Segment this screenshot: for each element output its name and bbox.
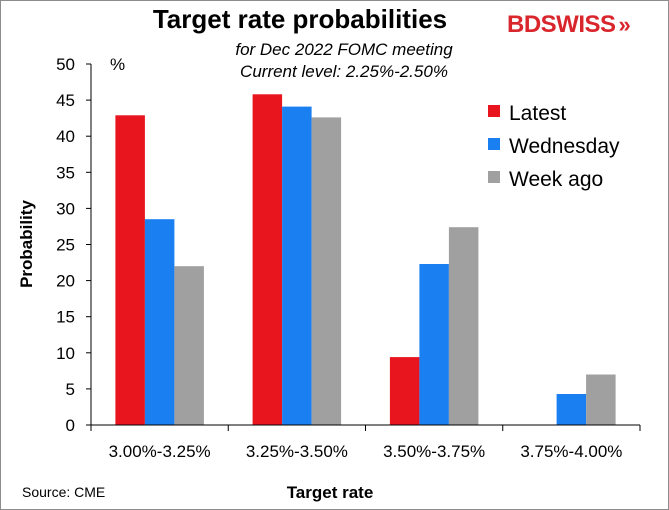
y-tick-label: 0 — [66, 416, 75, 435]
chart-subtitle-current-level: Current level: 2.25%-2.50% — [240, 62, 448, 81]
brand-logo: BDSWISS» — [507, 11, 631, 39]
bars-layer — [115, 94, 616, 426]
bar-week-ago-4 — [586, 374, 616, 425]
x-tick-label: 3.50%-3.75% — [383, 442, 485, 461]
y-tick-label: 50 — [56, 55, 75, 74]
y-axis-title: Probability — [17, 200, 36, 288]
legend-swatch-week-ago — [488, 171, 500, 183]
y-tick-label: 25 — [56, 236, 75, 255]
y-tick-label: 40 — [56, 127, 75, 146]
legend-label-latest: Latest — [509, 102, 566, 125]
bar-latest-3 — [389, 357, 420, 425]
y-axis: 0 5 10 15 20 25 30 35 40 45 50 — [56, 55, 92, 435]
x-tick-label: 3.75%-4.00% — [520, 442, 622, 461]
brand-logo-text: BDSWISS — [507, 11, 616, 38]
y-tick-label: 35 — [56, 163, 75, 182]
legend-label-wednesday: Wednesday — [509, 135, 620, 158]
chart-subtitle-meeting: for Dec 2022 FOMC meeting — [235, 40, 453, 59]
x-axis-title: Target rate — [287, 483, 374, 502]
chart-title: Target rate probabilities — [152, 4, 448, 34]
bar-wednesday-3 — [419, 264, 449, 425]
y-tick-label: 30 — [56, 199, 75, 218]
legend-swatch-wednesday — [488, 138, 500, 150]
x-tick-label: 3.00%-3.25% — [109, 442, 211, 461]
y-tick-label: 10 — [56, 344, 75, 363]
y-tick-label: 5 — [66, 380, 75, 399]
y-tick-label: 45 — [56, 91, 75, 110]
legend: Latest Wednesday Week ago — [488, 102, 620, 191]
bar-wednesday-1 — [144, 219, 175, 425]
bar-wednesday-2 — [282, 106, 312, 425]
y-tick-label: 20 — [56, 272, 75, 291]
bar-week-ago-2 — [311, 117, 342, 426]
bar-latest-2 — [252, 94, 283, 426]
y-tick-label: 15 — [56, 308, 75, 327]
x-axis: 3.00%-3.25% 3.25%-3.50% 3.50%-3.75% 3.75%-4… — [90, 424, 641, 461]
legend-label-week-ago: Week ago — [509, 168, 603, 191]
source-note: Source: CME — [22, 484, 106, 500]
legend-swatch-latest — [488, 105, 500, 117]
y-unit-label: % — [110, 55, 125, 74]
bar-wednesday-4 — [556, 394, 587, 425]
x-tick-label: 3.25%-3.50% — [246, 442, 348, 461]
bar-latest-1 — [115, 115, 145, 426]
bar-week-ago-3 — [448, 227, 479, 425]
bar-week-ago-1 — [174, 266, 204, 425]
chevron-double-right-icon: » — [618, 12, 631, 37]
